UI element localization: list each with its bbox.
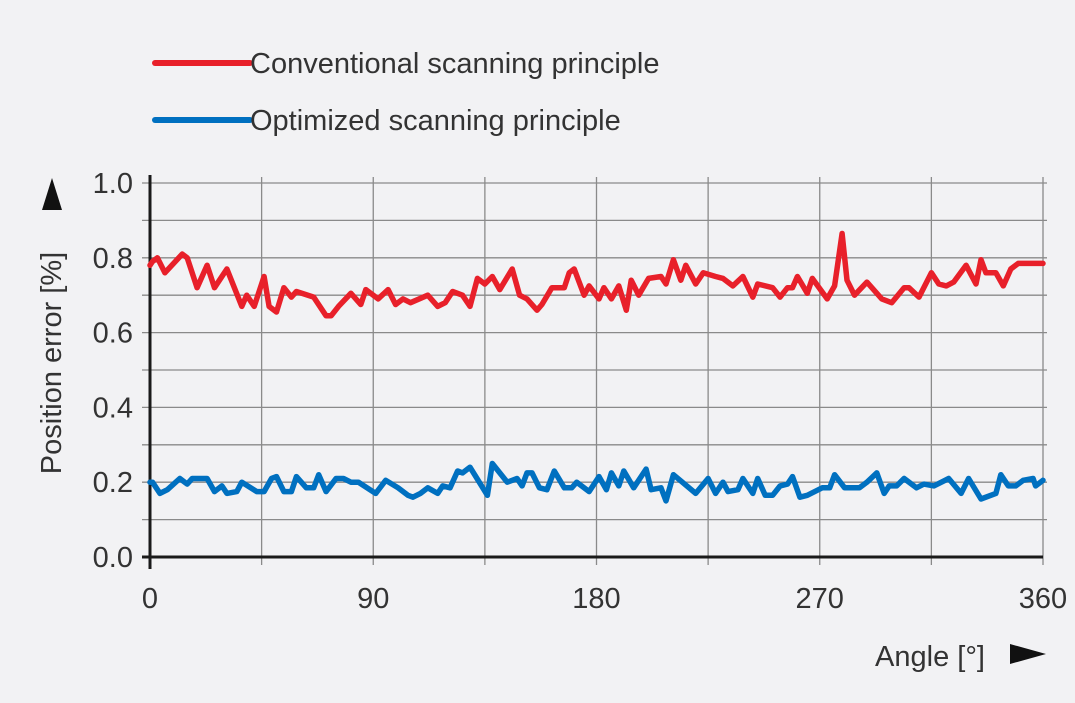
series-line-conventional — [147, 230, 1046, 319]
tick-labels: 0.0 0.2 0.4 0.6 0.8 1.0 0 90 180 270 360 — [93, 168, 1068, 615]
x-axis-label: Angle [°] — [875, 641, 985, 673]
x-tick-label: 180 — [572, 583, 620, 615]
y-tick-label: 0.0 — [93, 542, 133, 574]
x-tick-label: 270 — [796, 583, 844, 615]
x-tick-label: 0 — [142, 583, 158, 615]
y-axis-arrow-icon — [42, 178, 62, 210]
y-axis-label: Position error [%] — [36, 252, 68, 474]
axes — [142, 175, 1043, 569]
y-tick-label: 1.0 — [93, 168, 133, 200]
series-group — [147, 230, 1046, 504]
legend-label-optimized: Optimized scanning principle — [250, 105, 621, 137]
y-tick-label: 0.8 — [93, 243, 133, 275]
legend-label-conventional: Conventional scanning principle — [250, 48, 659, 80]
x-tick-label: 360 — [1019, 583, 1067, 615]
x-axis-arrow-icon — [1010, 644, 1046, 664]
y-tick-label: 0.4 — [93, 392, 133, 424]
x-tick-label: 90 — [357, 583, 389, 615]
grid — [142, 177, 1047, 565]
series-line-optimized — [147, 460, 1046, 504]
legend: Conventional scanning principle Optimize… — [152, 48, 659, 137]
y-tick-label: 0.2 — [93, 467, 133, 499]
y-tick-label: 0.6 — [93, 318, 133, 350]
